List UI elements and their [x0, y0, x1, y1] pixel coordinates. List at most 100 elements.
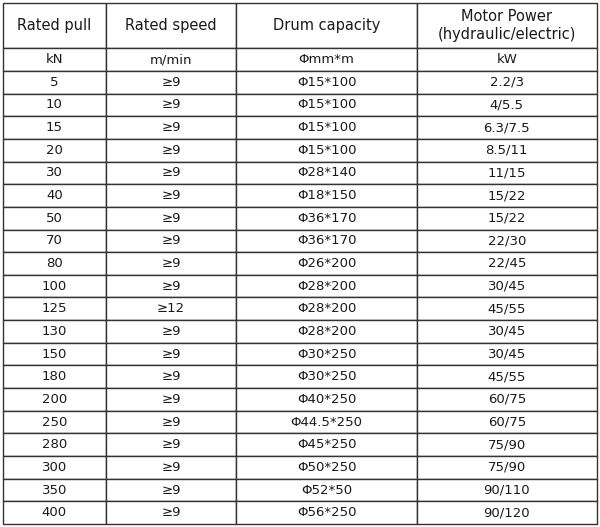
Bar [3, 320, 106, 343]
Bar [416, 388, 597, 411]
Text: 40: 40 [46, 189, 62, 202]
Bar [416, 48, 597, 71]
Text: 22/30: 22/30 [488, 235, 526, 247]
Bar [3, 411, 106, 433]
Text: Φmm*m: Φmm*m [299, 53, 355, 66]
Text: Rated pull: Rated pull [17, 18, 91, 33]
Text: Φ28*200: Φ28*200 [297, 280, 356, 292]
Bar [3, 297, 106, 320]
Text: Φ18*150: Φ18*150 [297, 189, 356, 202]
Bar [106, 48, 236, 71]
Bar [3, 162, 106, 184]
Text: 15/22: 15/22 [488, 212, 526, 225]
Bar [416, 230, 597, 252]
Text: 130: 130 [41, 325, 67, 338]
Bar [106, 433, 236, 456]
Text: Φ15*100: Φ15*100 [297, 76, 356, 89]
Text: ≥9: ≥9 [161, 235, 181, 247]
Bar [416, 456, 597, 479]
Text: ≥9: ≥9 [161, 506, 181, 519]
Text: 80: 80 [46, 257, 62, 270]
Bar [236, 230, 416, 252]
Text: Φ30*250: Φ30*250 [297, 348, 356, 360]
Text: Φ36*170: Φ36*170 [297, 235, 356, 247]
Text: Φ15*100: Φ15*100 [297, 99, 356, 111]
Bar [106, 207, 236, 230]
Text: Φ30*250: Φ30*250 [297, 370, 356, 383]
Text: ≥9: ≥9 [161, 189, 181, 202]
Text: 20: 20 [46, 144, 63, 157]
Bar [416, 252, 597, 275]
Bar [236, 94, 416, 116]
Bar [236, 162, 416, 184]
Text: 5: 5 [50, 76, 59, 89]
Text: ≥9: ≥9 [161, 370, 181, 383]
Text: 4/5.5: 4/5.5 [490, 99, 524, 111]
Text: 30/45: 30/45 [488, 280, 526, 292]
Bar [416, 94, 597, 116]
Text: 30/45: 30/45 [488, 325, 526, 338]
Bar [236, 275, 416, 297]
Bar [106, 501, 236, 524]
Text: 22/45: 22/45 [488, 257, 526, 270]
Text: ≥9: ≥9 [161, 393, 181, 406]
Text: Φ52*50: Φ52*50 [301, 483, 352, 496]
Bar [106, 275, 236, 297]
Text: Φ50*250: Φ50*250 [297, 461, 356, 474]
Text: 180: 180 [41, 370, 67, 383]
Text: Motor Power
(hydraulic/electric): Motor Power (hydraulic/electric) [437, 9, 576, 43]
Bar [416, 139, 597, 162]
Bar [236, 207, 416, 230]
Bar [106, 297, 236, 320]
Bar [106, 456, 236, 479]
Bar [416, 184, 597, 207]
Text: 60/75: 60/75 [488, 416, 526, 428]
Text: 90/120: 90/120 [484, 506, 530, 519]
Text: Φ26*200: Φ26*200 [297, 257, 356, 270]
Text: Φ40*250: Φ40*250 [297, 393, 356, 406]
Text: 11/15: 11/15 [488, 167, 526, 179]
Bar [3, 252, 106, 275]
Text: 250: 250 [41, 416, 67, 428]
Text: ≥9: ≥9 [161, 280, 181, 292]
Text: 30/45: 30/45 [488, 348, 526, 360]
Bar [236, 139, 416, 162]
Bar [106, 162, 236, 184]
Bar [3, 71, 106, 94]
Bar [236, 252, 416, 275]
Text: 125: 125 [41, 302, 67, 315]
Text: 45/55: 45/55 [488, 302, 526, 315]
Bar [3, 230, 106, 252]
Text: 200: 200 [41, 393, 67, 406]
Bar [416, 116, 597, 139]
Text: ≥9: ≥9 [161, 212, 181, 225]
Bar [236, 388, 416, 411]
Text: Φ28*140: Φ28*140 [297, 167, 356, 179]
Text: Φ36*170: Φ36*170 [297, 212, 356, 225]
Bar [3, 48, 106, 71]
Text: Φ45*250: Φ45*250 [297, 438, 356, 451]
Bar [416, 207, 597, 230]
Text: Φ44.5*250: Φ44.5*250 [290, 416, 362, 428]
Text: 15: 15 [46, 121, 63, 134]
Bar [416, 3, 597, 48]
Text: 400: 400 [42, 506, 67, 519]
Text: Φ56*250: Φ56*250 [297, 506, 356, 519]
Text: 10: 10 [46, 99, 63, 111]
Bar [106, 3, 236, 48]
Text: 8.5/11: 8.5/11 [485, 144, 528, 157]
Bar [416, 411, 597, 433]
Bar [106, 94, 236, 116]
Bar [106, 116, 236, 139]
Bar [3, 184, 106, 207]
Text: kN: kN [46, 53, 63, 66]
Bar [106, 365, 236, 388]
Text: 50: 50 [46, 212, 63, 225]
Bar [236, 184, 416, 207]
Bar [3, 388, 106, 411]
Text: ≥9: ≥9 [161, 144, 181, 157]
Text: 6.3/7.5: 6.3/7.5 [484, 121, 530, 134]
Text: 300: 300 [41, 461, 67, 474]
Bar [106, 343, 236, 365]
Text: ≥9: ≥9 [161, 76, 181, 89]
